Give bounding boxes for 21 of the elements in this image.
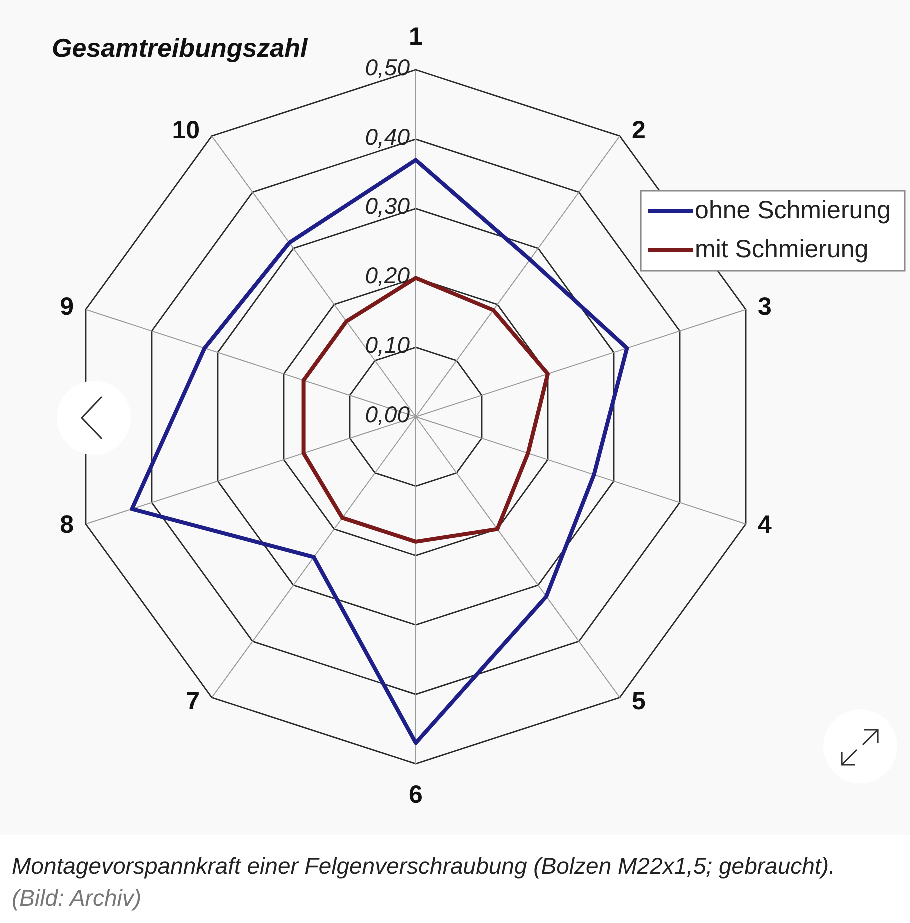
spoke-label: 4: [758, 510, 772, 539]
spoke-label: 3: [758, 292, 772, 321]
spoke-label: 5: [632, 687, 646, 716]
spoke-label: 8: [60, 510, 74, 539]
legend-label: ohne Schmierung: [695, 196, 892, 224]
spoke-label: 7: [186, 687, 200, 716]
spoke-label: 2: [632, 116, 646, 144]
y-tick-label: 0,50: [365, 54, 410, 80]
text: Montagevorspannkraft einer Felgenverschraubung (Bolzen M22x1,5; gebraucht).: [12, 852, 836, 881]
text: Gesamtreibungszahl: [52, 33, 309, 64]
spoke-label: 9: [60, 292, 74, 321]
spoke-label: 1: [409, 22, 424, 51]
y-tick-label: 0,40: [365, 124, 410, 150]
y-tick-label: 0,10: [365, 332, 410, 358]
legend-label: mit Schmierung: [695, 235, 869, 264]
text: (Bild: Archiv): [12, 884, 142, 913]
y-tick-label: 0,00: [365, 401, 410, 428]
spoke-label: 6: [409, 780, 423, 809]
spoke-label: 10: [172, 116, 200, 144]
y-tick-label: 0,30: [365, 193, 410, 220]
y-tick-label: 0,20: [365, 262, 410, 289]
